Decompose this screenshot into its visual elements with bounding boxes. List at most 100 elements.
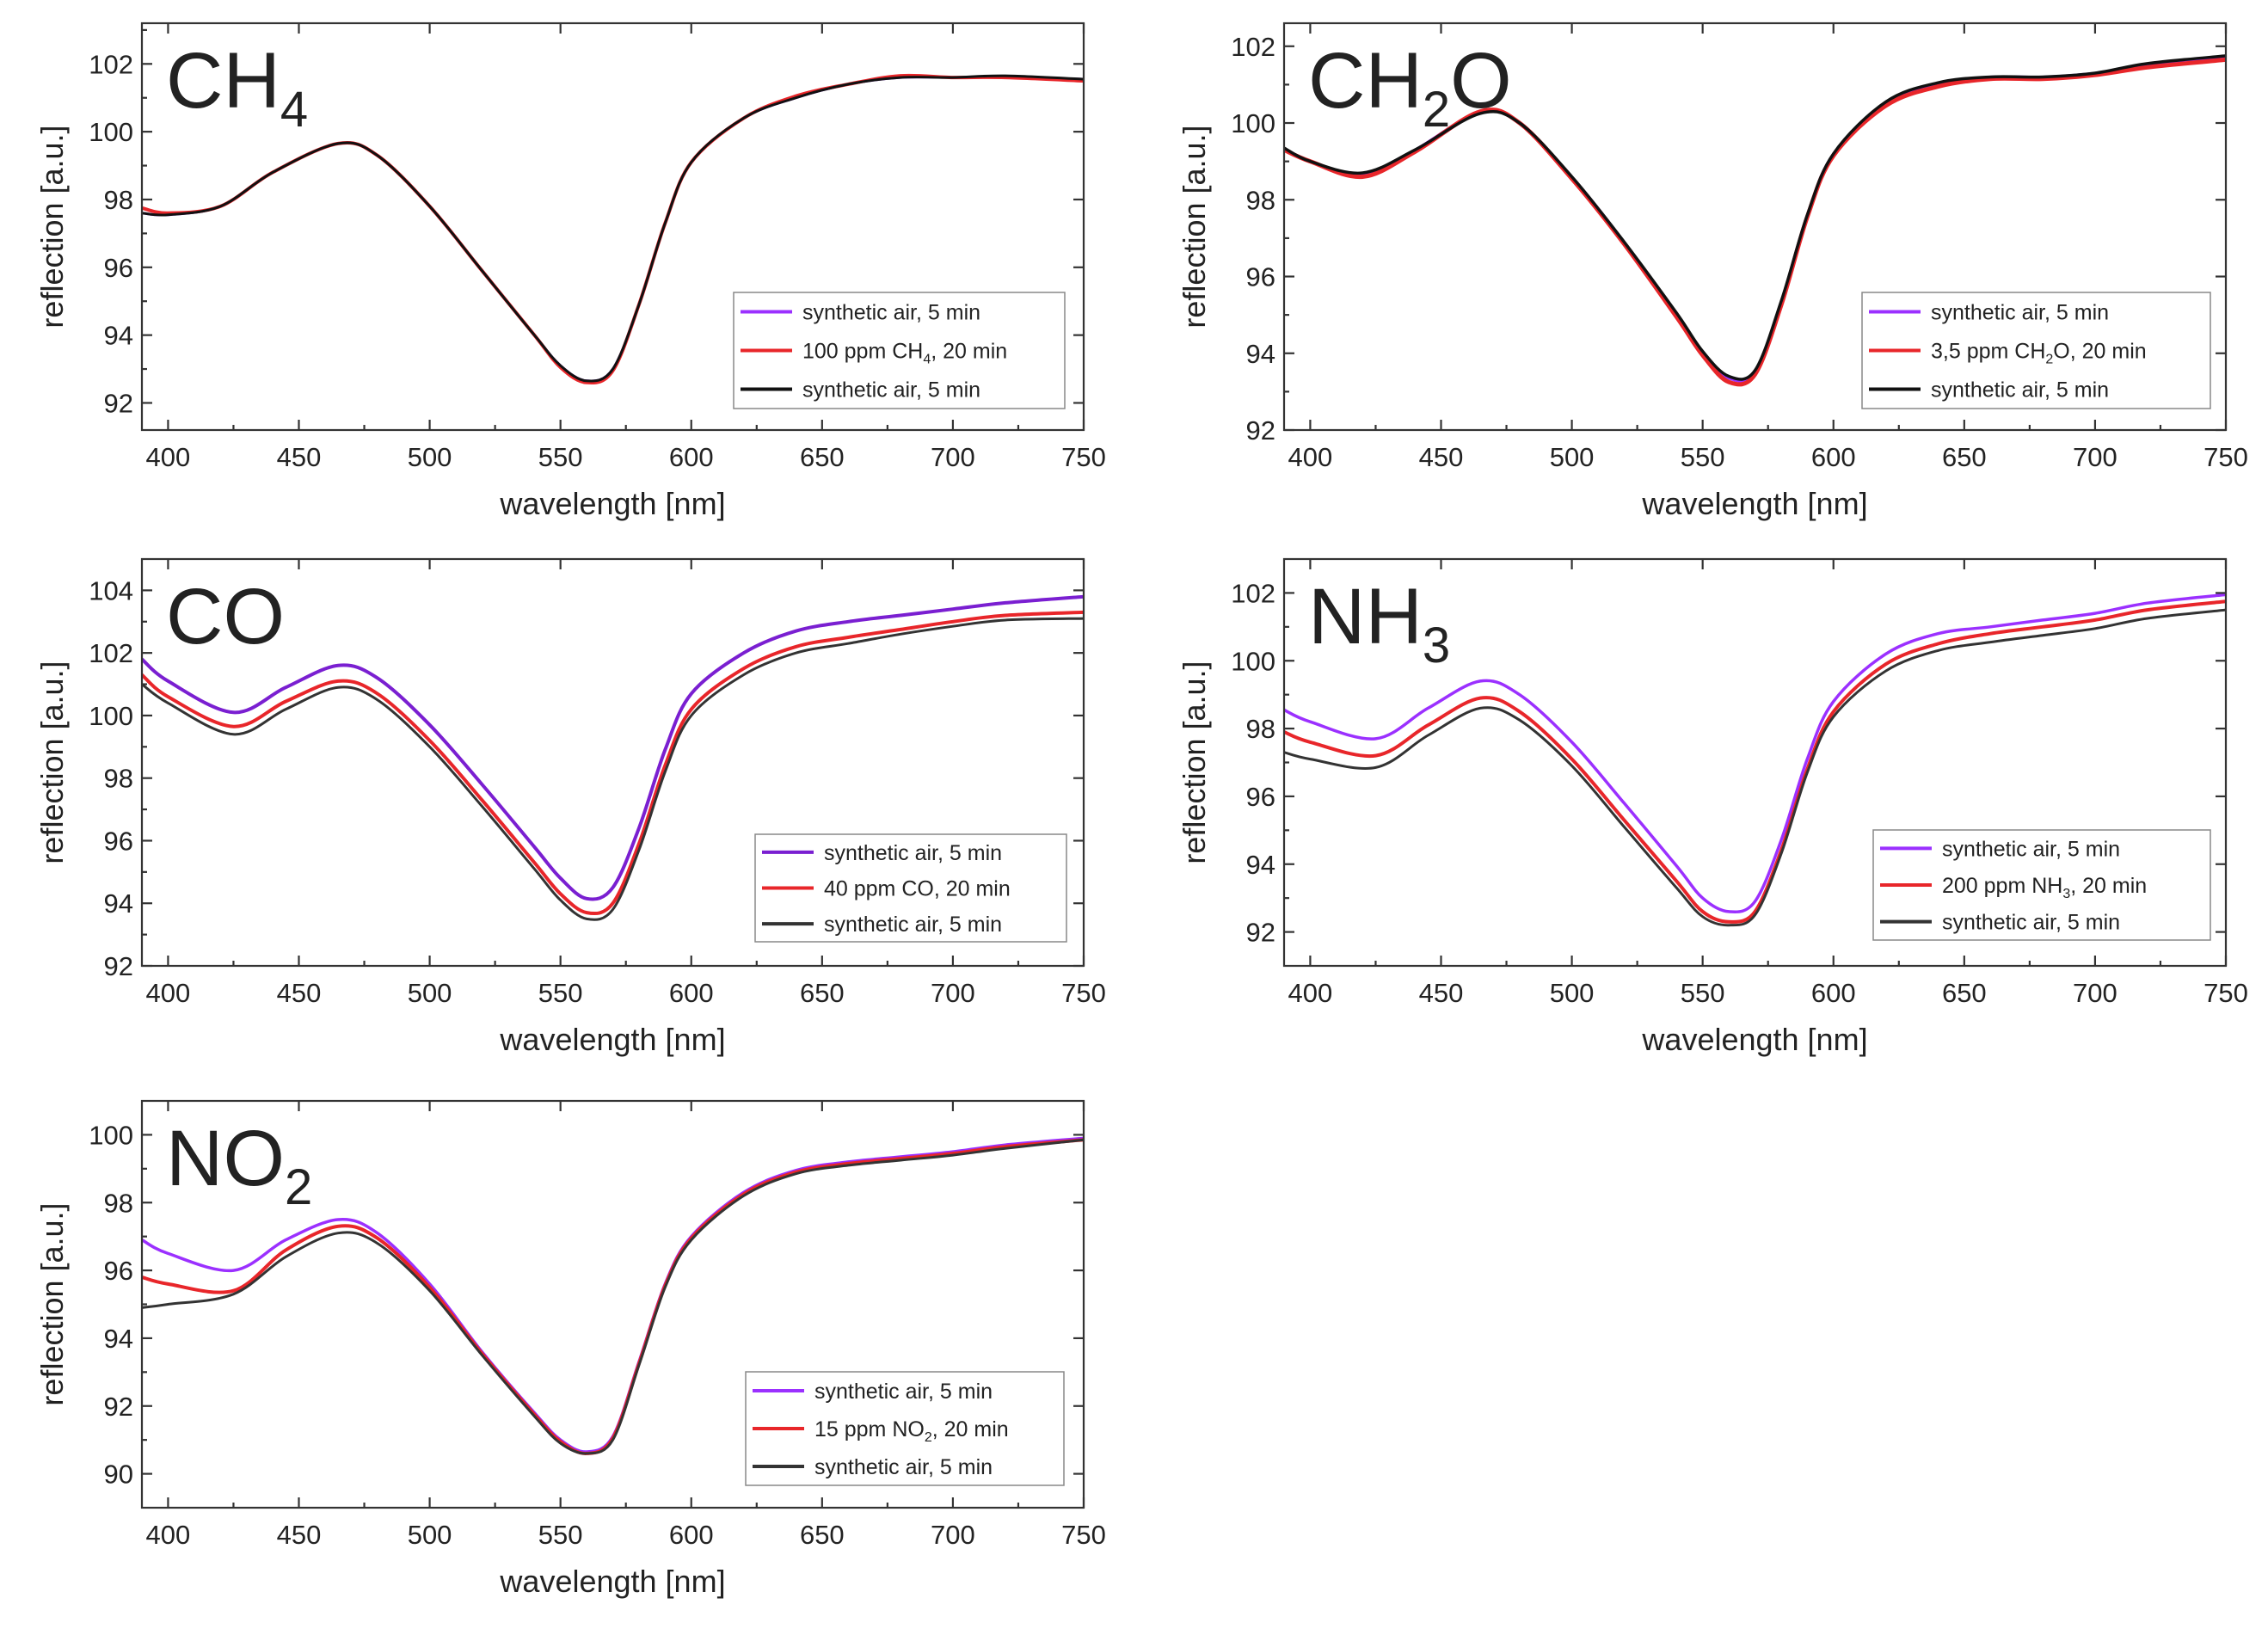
y-tick-label: 98 (104, 185, 133, 215)
x-tick-label: 650 (800, 1520, 845, 1550)
legend-label: synthetic air, 5 min (1942, 911, 2120, 935)
y-tick-label: 100 (89, 701, 133, 731)
gas-label: CH4 (166, 37, 308, 138)
legend-label: synthetic air, 5 min (814, 1455, 993, 1479)
y-tick-label: 102 (89, 49, 133, 79)
y-tick-label: 96 (1246, 782, 1275, 812)
x-tick-label: 600 (1811, 978, 1856, 1008)
legend-label-text: synthetic air, 5 min (824, 913, 1002, 937)
series-line-2 (1284, 54, 2226, 381)
x-tick-label: 500 (408, 1520, 452, 1550)
y-tick-label: 98 (1246, 714, 1275, 744)
legend-label-text: synthetic air, 5 min (1931, 301, 2109, 325)
y-tick-label: 98 (104, 764, 133, 794)
x-tick-label: 700 (931, 978, 975, 1008)
x-tick-label: 700 (2073, 442, 2117, 472)
y-tick-label: 96 (104, 253, 133, 283)
y-tick-label: 94 (104, 321, 133, 351)
legend-label-suffix: , 20 min (932, 1417, 1009, 1441)
y-tick-label: 102 (1231, 578, 1275, 608)
legend-label: synthetic air, 5 min (802, 301, 980, 325)
x-tick-label: 450 (277, 978, 322, 1008)
y-axis-title: reflection [a.u.] (1177, 661, 1212, 864)
y-tick-label: 96 (1246, 262, 1275, 292)
legend-label: synthetic air, 5 min (802, 378, 980, 403)
y-axis-title: reflection [a.u.] (34, 125, 70, 328)
x-tick-label: 450 (277, 1520, 322, 1550)
x-tick-label: 450 (1419, 978, 1464, 1008)
legend-label-text: 200 ppm NH (1942, 874, 2062, 898)
legend-label-subscript: 4 (923, 353, 931, 367)
y-tick-label: 104 (89, 575, 133, 605)
y-tick-label: 92 (1246, 415, 1275, 446)
y-tick-label: 92 (104, 1392, 133, 1422)
legend-label-text: synthetic air, 5 min (824, 841, 1002, 865)
y-tick-label: 100 (1231, 646, 1275, 676)
gas-label-subscript: 3 (1423, 618, 1450, 673)
plot-frame (140, 22, 1085, 432)
legend-label-subscript: 2 (2045, 353, 2053, 367)
series-line-2 (142, 74, 1084, 383)
y-axis-title: reflection [a.u.] (1177, 125, 1212, 328)
y-axis-title: reflection [a.u.] (34, 1202, 70, 1405)
legend-label-suffix: , 20 min (931, 340, 1007, 364)
legend-label-text: synthetic air, 5 min (814, 1455, 993, 1479)
x-tick-label: 400 (1288, 442, 1333, 472)
panel-2: 400 450 500 550 600 650 700 750 92 94 96 98 100 102 10… (34, 557, 1106, 1057)
series-line-2 (142, 617, 1084, 921)
legend-label: synthetic air, 5 min (824, 913, 1002, 937)
series-line-0 (1284, 593, 2226, 914)
x-tick-label: 550 (538, 978, 583, 1008)
y-tick-label: 96 (104, 1256, 133, 1286)
x-tick-label: 400 (146, 442, 191, 472)
legend-label-text: 100 ppm CH (802, 340, 923, 364)
gas-label-subscript: 2 (1423, 82, 1450, 138)
legend-label-subscript: 3 (2062, 887, 2070, 901)
y-tick-label: 94 (1246, 339, 1275, 369)
legend-label-text: 15 ppm NO (814, 1417, 925, 1441)
legend-label-text: 40 ppm CO, 20 min (824, 877, 1011, 901)
legend: synthetic air, 5 min 40 ppm CO, 20 min syn… (754, 833, 1067, 943)
x-axis-title: wavelength [nm] (1641, 1022, 1867, 1057)
gas-label-main: CH (166, 37, 280, 125)
legend-label: 15 ppm NO2, 20 min (814, 1417, 1009, 1445)
legend: synthetic air, 5 min 100 ppm CH4, 20 min s… (733, 292, 1066, 409)
legend-label: synthetic air, 5 min (1942, 837, 2120, 861)
x-tick-label: 600 (669, 442, 714, 472)
x-tick-label: 650 (1942, 442, 1987, 472)
x-tick-label: 750 (1061, 978, 1106, 1008)
legend-label: 200 ppm NH3, 20 min (1942, 874, 2147, 901)
x-tick-label: 650 (800, 978, 845, 1008)
legend-label: synthetic air, 5 min (1931, 301, 2109, 325)
legend: synthetic air, 5 min 15 ppm NO2, 20 min sy… (745, 1371, 1065, 1486)
x-tick-label: 700 (931, 442, 975, 472)
y-tick-label: 100 (89, 1120, 133, 1150)
plot-frame (140, 557, 1085, 968)
gas-label-main: CO (166, 573, 285, 661)
legend-label: 3,5 ppm CH2O, 20 min (1931, 340, 2147, 367)
y-tick-label: 94 (104, 888, 133, 919)
panel-1: 400 450 500 550 600 650 700 750 92 94 96 98 100 102 wa… (1177, 22, 2248, 521)
y-tick-label: 94 (104, 1324, 133, 1354)
legend-label: synthetic air, 5 min (814, 1380, 993, 1404)
gas-label-suffix: O (1450, 37, 1512, 125)
x-tick-label: 500 (1550, 978, 1595, 1008)
legend-label-text: synthetic air, 5 min (1942, 837, 2120, 861)
y-tick-label: 96 (104, 826, 133, 856)
legend-label-subscript: 2 (925, 1430, 932, 1445)
gas-label-main: NH (1308, 573, 1423, 661)
gas-label-main: NO (166, 1115, 285, 1202)
series-group (142, 594, 1084, 921)
legend: synthetic air, 5 min 3,5 ppm CH2O, 20 min… (1861, 292, 2211, 409)
y-tick-label: 102 (89, 638, 133, 668)
legend-label-text: synthetic air, 5 min (1931, 378, 2109, 403)
y-tick-label: 90 (104, 1460, 133, 1490)
series-line-1 (1284, 599, 2226, 924)
x-axis-title: wavelength [nm] (499, 1022, 725, 1057)
gas-label: NH3 (1308, 573, 1450, 673)
x-tick-label: 450 (277, 442, 322, 472)
x-tick-label: 750 (2203, 442, 2248, 472)
gas-label: NO2 (166, 1115, 312, 1215)
gas-label-subscript: 4 (280, 82, 308, 138)
